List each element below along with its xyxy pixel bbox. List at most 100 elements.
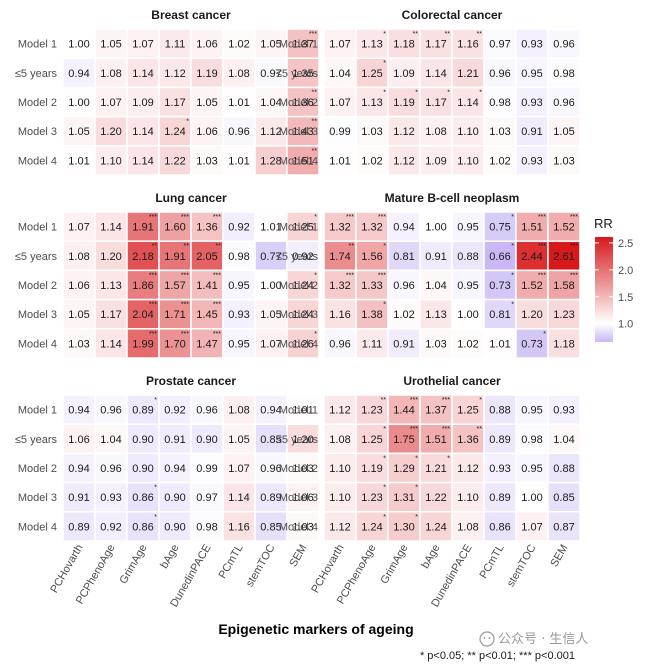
cell-value-label: 1.04 (329, 68, 350, 80)
cell-value-label: 1.38 (361, 309, 382, 321)
cell-value-label: 1.01 (68, 155, 89, 167)
cell-value-label: 0.81 (489, 309, 510, 321)
cell-value-label: 1.16 (329, 309, 350, 321)
cell-value-label: 1.18 (553, 338, 574, 350)
significance-stars: * (415, 485, 418, 492)
cell-value-label: 0.85 (260, 434, 281, 446)
cell-value-label: 1.17 (100, 309, 121, 321)
cell-value-label: 1.24 (425, 521, 446, 533)
cell-value-label: 1.14 (100, 338, 121, 350)
cell-value-label: 0.90 (196, 434, 217, 446)
heatmap-cell (547, 86, 581, 118)
row-label: ≤5 years (15, 68, 58, 80)
cell-value-label: 1.71 (164, 309, 185, 321)
heatmap-cell (355, 511, 389, 542)
cell-value-label: 1.12 (393, 126, 414, 138)
legend-tick-label: 2.0 (618, 265, 633, 277)
cell-value-label: 1.52 (521, 280, 542, 292)
cell-value-label: 1.57 (164, 280, 185, 292)
cell-value-label: 0.89 (489, 492, 510, 504)
heatmap-cell (190, 328, 224, 359)
heatmap-cell (222, 298, 256, 330)
heatmap-cell (286, 57, 320, 89)
cell-value-label: 1.03 (425, 338, 446, 350)
cell-value-label: 1.03 (489, 126, 510, 138)
significance-stars: ** (477, 426, 483, 433)
heatmap-cell (158, 86, 192, 118)
row-label: Model 3 (18, 309, 57, 321)
cell-value-label: 1.36 (457, 434, 478, 446)
cell-value-label: 1.08 (68, 251, 89, 263)
heatmap-cell (483, 511, 517, 542)
heatmap-cell (323, 423, 357, 455)
x-tick-label: bAge (158, 543, 181, 571)
cell-value-label: 1.44 (393, 405, 414, 417)
cell-value-label: 0.93 (100, 492, 121, 504)
cell-value-label: 1.08 (228, 405, 249, 417)
cell-value-label: 1.05 (228, 434, 249, 446)
heatmap-cell (286, 269, 320, 301)
cell-value-label: 1.13 (425, 309, 446, 321)
cell-value-label: 0.90 (132, 463, 153, 475)
significance-stars: * (543, 331, 546, 338)
heatmap-cell (483, 211, 517, 242)
cell-value-label: 0.94 (68, 463, 89, 475)
cell-value-label: 1.17 (164, 97, 185, 109)
cell-value-label: 1.23 (553, 309, 574, 321)
panel-title: Lung cancer (155, 191, 227, 205)
significance-stars: *** (181, 214, 189, 221)
significance-stars: ** (184, 243, 190, 250)
cell-value-label: 1.07 (329, 39, 350, 51)
cell-value-label: 1.01 (228, 155, 249, 167)
cell-value-label: 1.19 (393, 97, 414, 109)
significance-stars: *** (213, 214, 221, 221)
heatmap-cell (190, 511, 224, 542)
heatmap-panel: Breast cancer Model 1 1.00 1.05 1.07 1.11 1.06… (15, 8, 320, 176)
cell-value-label: 0.94 (393, 222, 414, 234)
cell-value-label: 1.56 (361, 251, 382, 263)
cell-value-label: 0.77 (260, 251, 281, 263)
cell-value-label: 2.44 (521, 251, 542, 263)
significance-stars: *** (410, 426, 418, 433)
row-label: Model 1 (279, 405, 318, 417)
significance-stars: * (383, 60, 386, 67)
cell-value-label: 0.73 (489, 280, 510, 292)
cell-value-label: 1.25 (361, 68, 382, 80)
cell-value-label: 0.92 (164, 405, 185, 417)
cell-value-label: 1.51 (425, 434, 446, 446)
cell-value-label: 0.94 (260, 405, 281, 417)
cell-value-label: 0.96 (329, 338, 350, 350)
cell-value-label: 1.23 (361, 492, 382, 504)
cell-value-label: 0.95 (521, 405, 542, 417)
cell-value-label: 1.14 (100, 222, 121, 234)
cell-value-label: 1.10 (329, 492, 350, 504)
significance-stars: *** (181, 272, 189, 279)
cell-value-label: 0.89 (260, 492, 281, 504)
legend-colorbar (595, 237, 613, 342)
cell-value-label: 1.00 (521, 492, 542, 504)
heatmap-cell (94, 481, 128, 513)
significance-stars: * (511, 272, 514, 279)
heatmap-cell (286, 145, 320, 176)
cell-value-label: 0.90 (132, 434, 153, 446)
cell-value-label: 1.01 (228, 97, 249, 109)
cell-value-label: 1.06 (68, 280, 89, 292)
cell-value-label: 1.13 (361, 97, 382, 109)
cell-value-label: 1.02 (361, 155, 382, 167)
heatmap-cell (323, 28, 357, 59)
heatmap-cell (190, 452, 224, 484)
heatmap-cell (190, 115, 224, 147)
cell-value-label: 1.16 (457, 39, 478, 51)
cell-value-label: 1.52 (553, 222, 574, 234)
cell-value-label: 1.91 (164, 251, 185, 263)
row-label: ≤5 years (276, 251, 319, 263)
wechat-logo-eye-icon (488, 637, 491, 639)
cell-value-label: 1.14 (132, 68, 153, 80)
cell-value-label: 1.24 (164, 126, 185, 138)
row-label: Model 1 (279, 222, 318, 234)
cell-value-label: 1.60 (164, 222, 185, 234)
significance-stars: ** (312, 89, 318, 96)
